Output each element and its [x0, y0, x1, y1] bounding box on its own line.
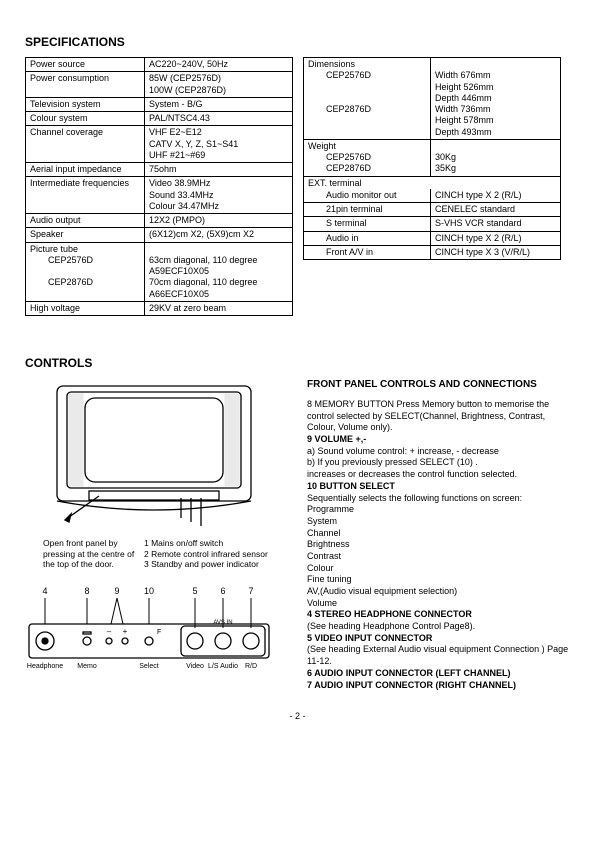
fp-line: (See heading External Audio visual equip…	[307, 644, 570, 667]
svg-text:5: 5	[192, 586, 197, 596]
fp-line: Fine tuning	[307, 574, 570, 586]
cell: (6X12)cm X2, (5X9)cm X2	[145, 228, 293, 242]
controls-heading: CONTROLS	[25, 356, 570, 370]
svg-text:Memo: Memo	[77, 663, 97, 670]
num-4: 4	[42, 586, 47, 596]
cell: Audio monitor out	[308, 190, 397, 201]
cell: 85W (CEP2576D) 100W (CEP2876D)	[145, 72, 293, 98]
front-panel-text: FRONT PANEL CONTROLS AND CONNECTIONS 8 M…	[307, 378, 570, 691]
svg-text:+: +	[123, 627, 128, 636]
front-panel-diagram: 4 8 9 10 5 6 7	[25, 584, 275, 674]
cell: Width 676mm Height 526mm Depth 446mm Wid…	[431, 58, 561, 140]
cell: 29KV at zero beam	[145, 301, 293, 315]
cell: 63cm diagonal, 110 degree A59ECF10X05 70…	[145, 242, 293, 301]
fp-line: Programme	[307, 504, 570, 516]
cell: Video 38.9MHz Sound 33.4MHz Colour 34.47…	[145, 177, 293, 214]
fp-line: Channel	[307, 528, 570, 540]
fp-line: 7 AUDIO INPUT CONNECTOR (RIGHT CHANNEL)	[307, 680, 570, 692]
cell: CINCH type X 2 (R/L)	[431, 189, 561, 203]
svg-text:10: 10	[144, 586, 154, 596]
cell: Front A/V in	[308, 247, 373, 258]
svg-text:7: 7	[248, 586, 253, 596]
cell: Picture tube CEP2576D CEP2876D	[26, 242, 145, 301]
tv-note-2: 2 Remote control infrared sensor	[144, 549, 274, 560]
cell: Television system	[26, 97, 145, 111]
cell: 12X2 (PMPO)	[145, 214, 293, 228]
cell: Dimensions CEP2576D CEP2876D	[304, 58, 431, 140]
cell: System - B/G	[145, 97, 293, 111]
cell: Channel coverage	[26, 126, 145, 163]
svg-text:9: 9	[114, 586, 119, 596]
specifications-heading: SPECIFICATIONS	[25, 35, 570, 49]
svg-text:F: F	[157, 629, 161, 636]
svg-text:R/D: R/D	[245, 663, 257, 670]
cell: PAL/NTSC4.43	[145, 112, 293, 126]
spec-table-left: Power source AC220~240V, 50Hz Power consu…	[25, 57, 293, 316]
cell: CENELEC standard	[431, 203, 561, 217]
cell: Power source	[30, 59, 85, 69]
page-number: - 2 -	[25, 711, 570, 721]
fp-line: Volume	[307, 598, 570, 610]
fp-line: AV,(Audio visual equipment selection)	[307, 586, 570, 598]
fp-line: Sequentially selects the following funct…	[307, 493, 570, 505]
cell: 30Kg 35Kg	[431, 139, 561, 176]
cell: EXT. terminal	[304, 176, 561, 189]
cell: Intermediate frequencies	[26, 177, 145, 214]
fp-line: 10 BUTTON SELECT	[307, 481, 570, 493]
cell: Audio output	[26, 214, 145, 228]
fp-line: Contrast	[307, 551, 570, 563]
fp-line: b) If you previously pressed SELECT (10)…	[307, 457, 570, 469]
fp-line: 6 AUDIO INPUT CONNECTOR (LEFT CHANNEL)	[307, 668, 570, 680]
cell: Audio in	[308, 233, 359, 244]
tv-note-left: Open front panel by pressing at the cent…	[43, 538, 138, 570]
svg-text:L/S Audio: L/S Audio	[208, 663, 238, 670]
fp-line: (See heading Headphone Control Page8).	[307, 621, 570, 633]
cell: CINCH type X 2 (R/L)	[431, 231, 561, 245]
tv-diagram	[39, 378, 269, 538]
cell: Colour system	[26, 112, 145, 126]
svg-text:Select: Select	[139, 663, 159, 670]
fp-line: 9 VOLUME +,-	[307, 434, 570, 446]
cell: Speaker	[26, 228, 145, 242]
cell: AC220~240V, 50Hz	[145, 58, 293, 72]
fp-line: Colour	[307, 563, 570, 575]
cell: CINCH type X 3 (V/R/L)	[431, 245, 561, 259]
tv-note-1: 1 Mains on/off switch	[144, 538, 274, 549]
tv-note-3: 3 Standby and power indicator	[144, 559, 274, 570]
cell: Aerial input impedance	[26, 163, 145, 177]
cell: Power consumption	[26, 72, 145, 98]
fp-line: increases or decreases the control funct…	[307, 469, 570, 481]
spec-table-right: Dimensions CEP2576D CEP2876D Width 676mm…	[303, 57, 561, 260]
svg-text:–: –	[107, 627, 112, 636]
fp-line: Brightness	[307, 539, 570, 551]
fp-line: 5 VIDEO INPUT CONNECTOR	[307, 633, 570, 645]
svg-text:6: 6	[220, 586, 225, 596]
cell: High voltage	[26, 301, 145, 315]
fp-line: System	[307, 516, 570, 528]
cell: Weight CEP2576D CEP2876D	[304, 139, 431, 176]
cell: 21pin terminal	[308, 204, 383, 215]
fp-line: 8 MEMORY BUTTON Press Memory button to m…	[307, 399, 570, 434]
svg-text:AVS IN: AVS IN	[213, 620, 232, 626]
cell: S-VHS VCR standard	[431, 217, 561, 231]
cell: VHF E2~E12 CATV X, Y, Z, S1~S41 UHF #21~…	[145, 126, 293, 163]
svg-text:Headphone: Headphone	[27, 663, 63, 670]
fp-line: a) Sound volume control: + increase, - d…	[307, 446, 570, 458]
front-panel-heading: FRONT PANEL CONTROLS AND CONNECTIONS	[307, 378, 570, 391]
cell: S terminal	[308, 218, 367, 229]
svg-text:8: 8	[84, 586, 89, 596]
svg-text:Video: Video	[186, 663, 204, 670]
fp-line: 4 STEREO HEADPHONE CONNECTOR	[307, 609, 570, 621]
spec-tables: Power source AC220~240V, 50Hz Power consu…	[25, 57, 570, 316]
cell: 75ohm	[145, 163, 293, 177]
